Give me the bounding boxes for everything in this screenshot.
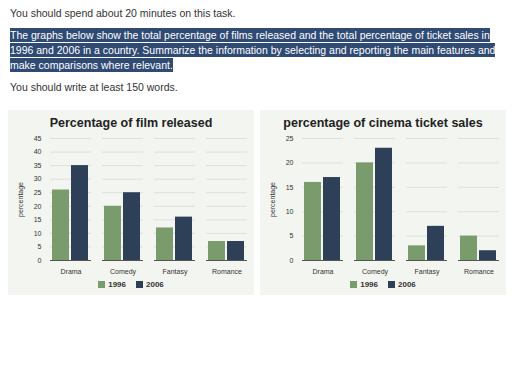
svg-text:Fantasy: Fantasy bbox=[415, 268, 440, 276]
svg-text:20: 20 bbox=[286, 159, 294, 166]
html-text:2006: 2006 bbox=[146, 280, 164, 289]
svg-text:35: 35 bbox=[34, 162, 42, 169]
svg-text:40: 40 bbox=[34, 148, 42, 155]
svg-text:10: 10 bbox=[34, 230, 42, 237]
html-text:You should spend about 20 minu: You should spend about 20 minutes on thi… bbox=[10, 7, 236, 19]
svg-text:0: 0 bbox=[38, 257, 42, 264]
svg-text:25: 25 bbox=[286, 135, 294, 142]
html-text:1996: 1996 bbox=[360, 280, 378, 289]
html-text:The graphs below show the tota: The graphs below show the total percenta… bbox=[10, 29, 496, 71]
svg-text:10: 10 bbox=[286, 208, 294, 215]
svg-text:20: 20 bbox=[34, 203, 42, 210]
svg-text:Comedy: Comedy bbox=[362, 268, 389, 276]
html-text:You should write at least 150: You should write at least 150 words. bbox=[10, 81, 178, 93]
html-text:1996: 1996 bbox=[108, 280, 126, 289]
svg-text:Fantasy: Fantasy bbox=[163, 268, 188, 276]
svg-text:45: 45 bbox=[34, 135, 42, 142]
html-text:percentage of cinema ticket sa: percentage of cinema ticket sales bbox=[283, 116, 483, 130]
svg-text:Drama: Drama bbox=[312, 268, 333, 275]
svg-text:Comedy: Comedy bbox=[110, 268, 137, 276]
svg-text:percentage: percentage bbox=[17, 182, 25, 217]
svg-text:25: 25 bbox=[34, 189, 42, 196]
svg-text:5: 5 bbox=[38, 243, 42, 250]
svg-text:15: 15 bbox=[286, 184, 294, 191]
svg-text:percentage: percentage bbox=[269, 182, 277, 217]
svg-text:0: 0 bbox=[290, 257, 294, 264]
html-text:Percentage of film released: Percentage of film released bbox=[49, 116, 213, 130]
svg-text:Drama: Drama bbox=[60, 268, 81, 275]
svg-text:Romance: Romance bbox=[212, 268, 242, 275]
svg-text:15: 15 bbox=[34, 216, 42, 223]
svg-text:Romance: Romance bbox=[464, 268, 494, 275]
html-text:2006: 2006 bbox=[398, 280, 416, 289]
svg-text:30: 30 bbox=[34, 175, 42, 182]
svg-text:5: 5 bbox=[290, 232, 294, 239]
